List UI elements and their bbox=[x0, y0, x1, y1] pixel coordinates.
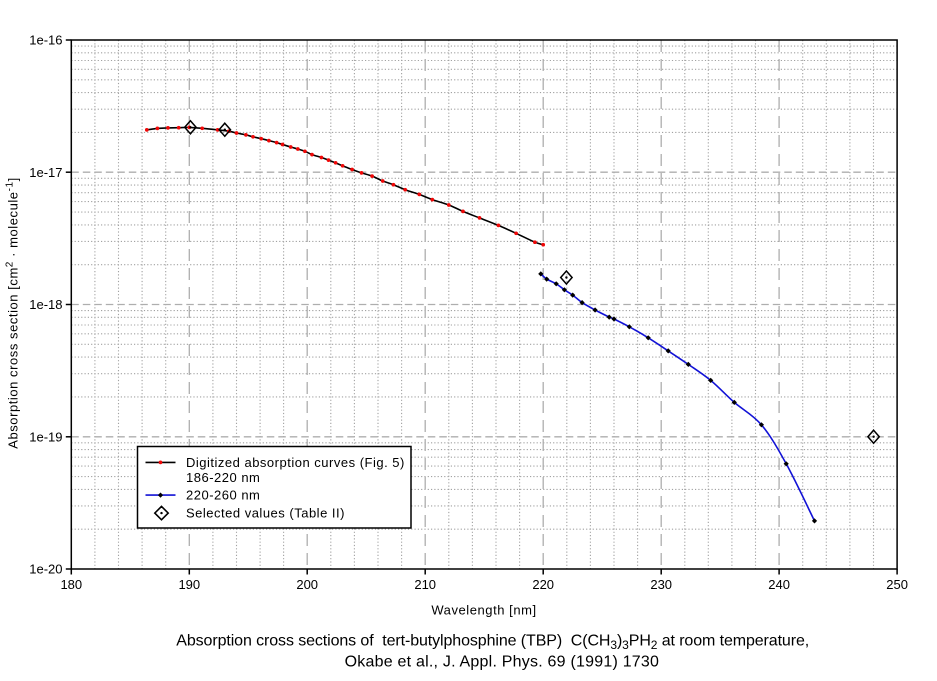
svg-text:1e-18: 1e-18 bbox=[29, 297, 62, 312]
svg-text:180: 180 bbox=[60, 577, 82, 592]
svg-text:1e-17: 1e-17 bbox=[29, 165, 62, 180]
svg-text:250: 250 bbox=[886, 577, 908, 592]
svg-text:220: 220 bbox=[532, 577, 554, 592]
svg-text:1e-19: 1e-19 bbox=[29, 429, 62, 444]
svg-text:Absorption cross sections of: Absorption cross sections of tert-butylp… bbox=[176, 633, 809, 653]
svg-text:1e-16: 1e-16 bbox=[29, 33, 62, 48]
svg-text:200: 200 bbox=[296, 577, 318, 592]
svg-text:Absorption cross section [cm2: Absorption cross section [cm2 · molecule… bbox=[5, 177, 21, 449]
svg-text:230: 230 bbox=[650, 577, 672, 592]
svg-text:210: 210 bbox=[414, 577, 436, 592]
svg-text:1e-20: 1e-20 bbox=[29, 562, 62, 577]
svg-text:Digitized absorption curves (F: Digitized absorption curves (Fig. 5) bbox=[186, 455, 405, 470]
svg-text:240: 240 bbox=[768, 577, 790, 592]
svg-text:186-220 nm: 186-220 nm bbox=[186, 470, 260, 485]
svg-text:Wavelength [nm]: Wavelength [nm] bbox=[431, 603, 536, 618]
svg-text:190: 190 bbox=[178, 577, 200, 592]
svg-text:220-260 nm: 220-260 nm bbox=[186, 488, 260, 503]
svg-text:Okabe et al., J. Appl. Phys. 6: Okabe et al., J. Appl. Phys. 69 (1991) 1… bbox=[345, 654, 660, 671]
svg-text:Selected values (Table II): Selected values (Table II) bbox=[186, 506, 345, 521]
